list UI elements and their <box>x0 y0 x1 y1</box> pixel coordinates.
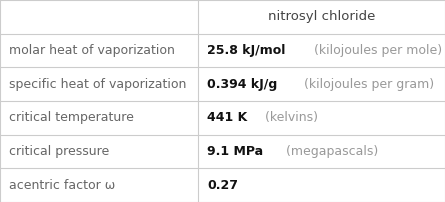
Text: 9.1 MPa: 9.1 MPa <box>207 145 263 158</box>
Text: 25.8 kJ/mol: 25.8 kJ/mol <box>207 44 285 57</box>
Text: (kelvins): (kelvins) <box>261 111 318 124</box>
Text: critical temperature: critical temperature <box>9 111 134 124</box>
Text: specific heat of vaporization: specific heat of vaporization <box>9 78 186 91</box>
Text: 0.394 kJ/g: 0.394 kJ/g <box>207 78 277 91</box>
Text: acentric factor ω: acentric factor ω <box>9 179 115 192</box>
Text: critical pressure: critical pressure <box>9 145 109 158</box>
Text: 0.27: 0.27 <box>207 179 238 192</box>
Text: molar heat of vaporization: molar heat of vaporization <box>9 44 175 57</box>
Text: (kilojoules per gram): (kilojoules per gram) <box>300 78 434 91</box>
Text: 441 K: 441 K <box>207 111 247 124</box>
Text: (kilojoules per mole): (kilojoules per mole) <box>310 44 442 57</box>
Text: (megapascals): (megapascals) <box>282 145 378 158</box>
Text: nitrosyl chloride: nitrosyl chloride <box>268 10 375 23</box>
